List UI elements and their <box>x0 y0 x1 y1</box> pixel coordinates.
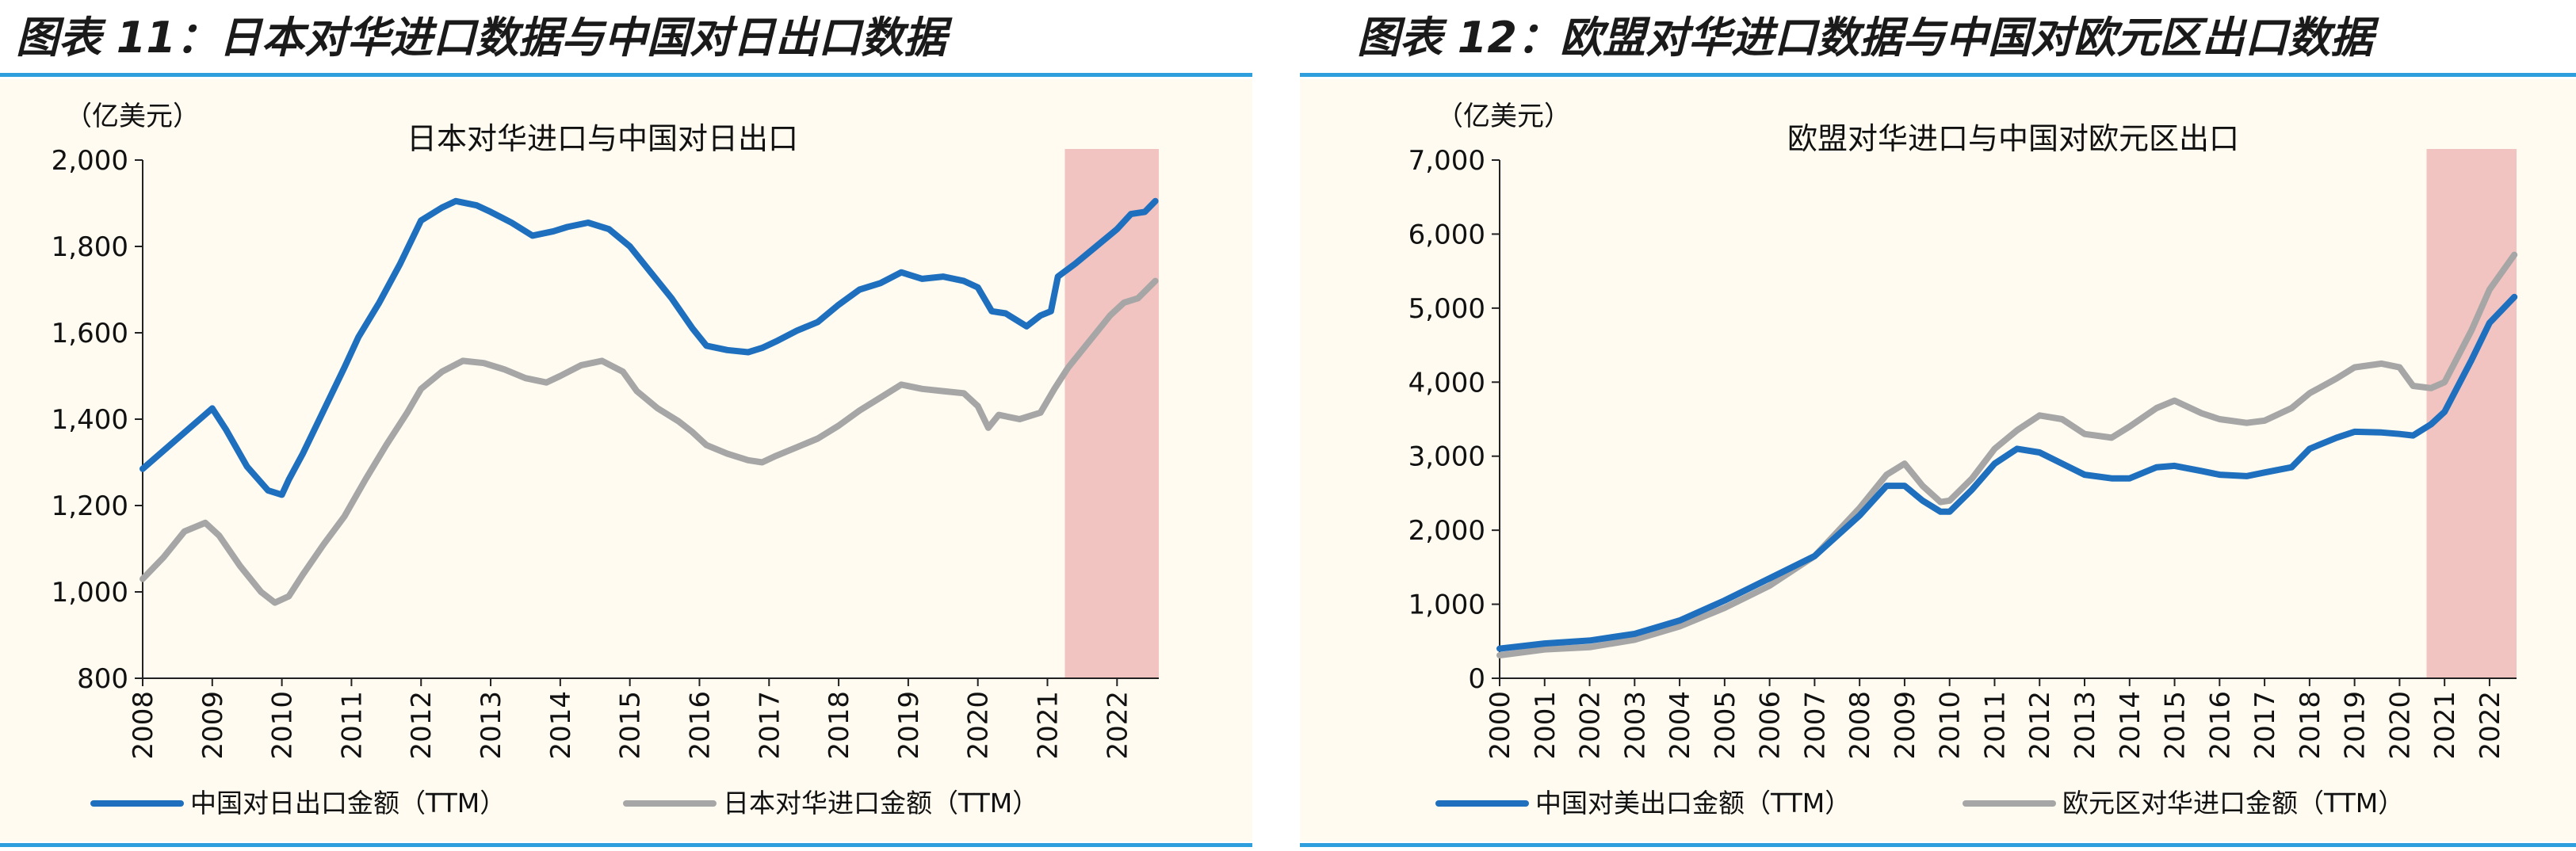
x-tick-label: 2009 <box>1890 691 1921 760</box>
x-tick-label: 2013 <box>476 691 507 760</box>
series-line-2 <box>140 277 1159 606</box>
series-line-1 <box>1496 293 2518 652</box>
y-tick-label: 1,800 <box>52 231 128 263</box>
y-tick-label: 2,000 <box>1408 515 1485 547</box>
series-line-1 <box>140 197 1159 498</box>
y-tick-label: 1,400 <box>52 404 128 436</box>
y-tick-label: 0 <box>1468 663 1485 695</box>
x-tick-label: 2003 <box>1619 691 1651 760</box>
x-tick-label: 2012 <box>406 691 438 760</box>
y-tick-label: 7,000 <box>1408 145 1485 177</box>
x-tick-label: 2019 <box>893 691 925 760</box>
y-tick-label: 1,600 <box>52 318 128 349</box>
legend-label-2: 日本对华进口金额（TTM） <box>723 788 1038 819</box>
x-tick-label: 2021 <box>2429 691 2461 760</box>
x-tick-label: 2016 <box>684 691 716 760</box>
x-tick-label: 2009 <box>197 691 229 760</box>
top-rule-left <box>0 73 1252 77</box>
eu-china-trade-chart: 0 1,000 2,000 3,000 4,000 5,000 6,000 7,000 2000… <box>1408 101 2518 819</box>
x-tick-label: 2015 <box>615 691 647 760</box>
x-tick-label: 2008 <box>1844 691 1876 760</box>
x-tick-label: 2008 <box>128 691 159 760</box>
y-tick-label: 2,000 <box>52 145 128 177</box>
y-tick-label: 6,000 <box>1408 219 1485 250</box>
x-tick-label: 2011 <box>1979 691 2011 760</box>
x-tick-label: 2012 <box>2024 691 2056 760</box>
x-tick-label: 2020 <box>963 691 995 760</box>
x-tick-label: 2014 <box>2115 691 2146 760</box>
y-tick-label: 1,000 <box>52 577 128 609</box>
legend-label-1: 中国对美出口金额（TTM） <box>1535 788 1851 819</box>
x-tick-label: 2022 <box>1102 691 1133 760</box>
top-rule-right <box>1300 73 2576 77</box>
legend-label-1: 中国对日出口金额（TTM） <box>190 788 506 819</box>
chart-title: 欧盟对华进口与中国对欧元区出口 <box>1787 121 2239 156</box>
x-tick-label: 2010 <box>267 691 299 760</box>
x-tick-label: 2020 <box>2384 691 2416 760</box>
unit-label: （亿美元） <box>1436 101 1571 132</box>
x-tick-label: 2022 <box>2475 691 2506 760</box>
y-tick-label: 4,000 <box>1408 367 1485 399</box>
y-tick-label: 1,000 <box>1408 590 1485 621</box>
figure-11-title: 图表 11：日本对华进口数据与中国对日出口数据 <box>16 13 946 63</box>
bottom-rule-right <box>1300 843 2576 847</box>
y-tick-label: 5,000 <box>1408 293 1485 325</box>
x-tick-label: 2007 <box>1799 691 1831 760</box>
x-tick-label: 2002 <box>1575 691 1607 760</box>
x-tick-label: 2010 <box>1935 691 1966 760</box>
x-tick-label: 2015 <box>2160 691 2192 760</box>
japan-china-trade-chart: 800 1,000 1,200 1,400 1,600 1,800 2,000 2008 200… <box>52 101 1159 819</box>
bottom-rule-left <box>0 843 1252 847</box>
chart-panel-background-left <box>0 79 1252 841</box>
x-tick-label: 2017 <box>754 691 785 760</box>
x-tick-label: 2013 <box>2070 691 2101 760</box>
forecast-highlight-band <box>1064 149 1159 678</box>
x-tick-label: 2005 <box>1710 691 1741 760</box>
y-tick-label: 1,200 <box>52 490 128 522</box>
x-tick-label: 2011 <box>336 691 368 760</box>
x-tick-label: 2018 <box>824 691 855 760</box>
figure-12-title: 图表 12：欧盟对华进口数据与中国对欧元区出口数据 <box>1357 13 2373 63</box>
x-tick-label: 2016 <box>2204 691 2236 760</box>
y-tick-label: 800 <box>77 663 128 695</box>
x-tick-label: 2014 <box>545 691 577 760</box>
x-tick-label: 2019 <box>2340 691 2372 760</box>
chart-title: 日本对华进口与中国对日出口 <box>407 121 798 156</box>
x-tick-label: 2000 <box>1485 691 1516 760</box>
legend-label-2: 欧元区对华进口金额（TTM） <box>2062 788 2404 819</box>
x-tick-label: 2001 <box>1530 691 1561 760</box>
unit-label: （亿美元） <box>65 101 200 132</box>
x-tick-label: 2004 <box>1664 691 1696 760</box>
chart-panel-background-right <box>1300 79 2576 841</box>
x-tick-label: 2021 <box>1033 691 1064 760</box>
x-tick-label: 2018 <box>2295 691 2326 760</box>
y-tick-label: 3,000 <box>1408 441 1485 473</box>
x-tick-label: 2017 <box>2249 691 2281 760</box>
x-tick-label: 2006 <box>1755 691 1787 760</box>
